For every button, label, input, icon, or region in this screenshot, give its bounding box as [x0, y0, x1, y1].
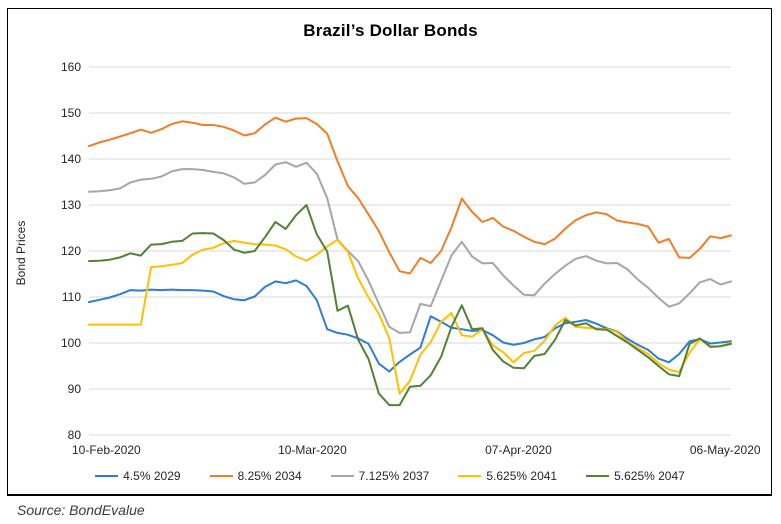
series-line-5.625%-2047 — [88, 204, 732, 407]
legend-item: 5.625% 2041 — [458, 469, 557, 483]
legend-item: 4.5% 2029 — [95, 469, 181, 483]
y-tick-label: 140 — [61, 152, 81, 166]
legend-label: 7.125% 2037 — [358, 469, 430, 483]
chart-legend: 4.5% 2029 8.25% 2034 7.125% 2037 5.625% 204… — [40, 469, 740, 483]
legend-item: 8.25% 2034 — [209, 469, 302, 483]
legend-swatch — [209, 475, 233, 477]
legend-swatch — [458, 475, 482, 477]
legend-swatch — [95, 475, 119, 477]
legend-item: 7.125% 2037 — [330, 469, 430, 483]
y-tick-label: 90 — [68, 382, 82, 396]
y-tick-label: 150 — [61, 106, 81, 120]
legend-item: 5.625% 2047 — [586, 469, 685, 483]
legend-label: 8.25% 2034 — [237, 469, 302, 483]
legend-label: 5.625% 2041 — [486, 469, 558, 483]
series-line-8.25%-2034 — [88, 116, 732, 275]
x-tick-label: 10-Feb-2020 — [72, 443, 141, 457]
y-tick-label: 130 — [61, 198, 81, 212]
legend-swatch — [330, 475, 354, 477]
x-tick-label: 07-Apr-2020 — [485, 443, 552, 457]
series-line-7.125%-2037 — [88, 161, 732, 334]
source-attribution: Source: BondEvalue — [17, 502, 145, 518]
y-tick-label: 110 — [62, 290, 81, 304]
legend-label: 4.5% 2029 — [123, 469, 181, 483]
x-tick-label: 10-Mar-2020 — [278, 443, 347, 457]
legend-label: 5.625% 2047 — [614, 469, 685, 483]
y-tick-label: 80 — [68, 428, 82, 442]
y-tick-label: 120 — [61, 244, 81, 258]
x-tick-label: 06-May-2020 — [690, 443, 761, 457]
y-tick-label: 160 — [61, 60, 81, 74]
series-line-5.625%-2041 — [88, 239, 732, 395]
series-line-4.5%-2029 — [88, 279, 732, 373]
legend-swatch — [586, 475, 610, 477]
chart-title: Brazil’s Dollar Bonds — [303, 21, 478, 40]
y-tick-label: 100 — [61, 336, 81, 350]
